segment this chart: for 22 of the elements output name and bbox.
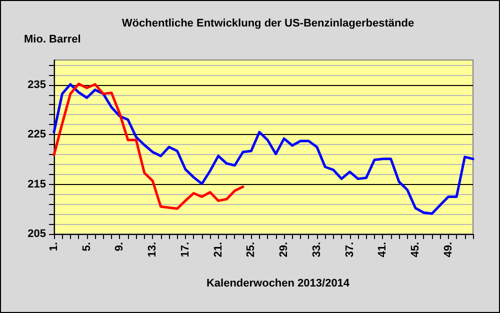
x-tick-label: 33. bbox=[310, 242, 323, 258]
x-tick-label: 41. bbox=[376, 242, 389, 258]
line-series bbox=[52, 82, 244, 210]
line-series bbox=[52, 83, 474, 215]
y-tick-label: 205 bbox=[28, 228, 46, 240]
x-tick-label: 17. bbox=[179, 242, 192, 258]
y-tick-label: 215 bbox=[28, 178, 46, 190]
x-tick-label: 13. bbox=[146, 242, 159, 258]
x-tick-label: 5. bbox=[80, 242, 93, 252]
x-tick-label: 45. bbox=[409, 242, 422, 258]
y-tick-label: 225 bbox=[28, 128, 46, 141]
x-tick-label: 37. bbox=[344, 242, 356, 258]
y-tick-label: 235 bbox=[28, 78, 46, 91]
x-tick-label: 29. bbox=[278, 242, 290, 258]
x-tick-label: 1. bbox=[48, 242, 60, 252]
x-axis-title: Kalenderwochen 2013/2014 bbox=[206, 278, 350, 290]
x-tick-label: 49. bbox=[442, 242, 454, 258]
x-tick-label: 25. bbox=[245, 242, 258, 258]
x-tick-label: 21. bbox=[212, 242, 224, 258]
chart-title: Wöchentliche Entwicklung der US-Benzinlagerbestände bbox=[122, 18, 414, 30]
y-axis-title: Mio. Barrel bbox=[24, 34, 81, 46]
x-tick-label: 9. bbox=[114, 242, 126, 252]
